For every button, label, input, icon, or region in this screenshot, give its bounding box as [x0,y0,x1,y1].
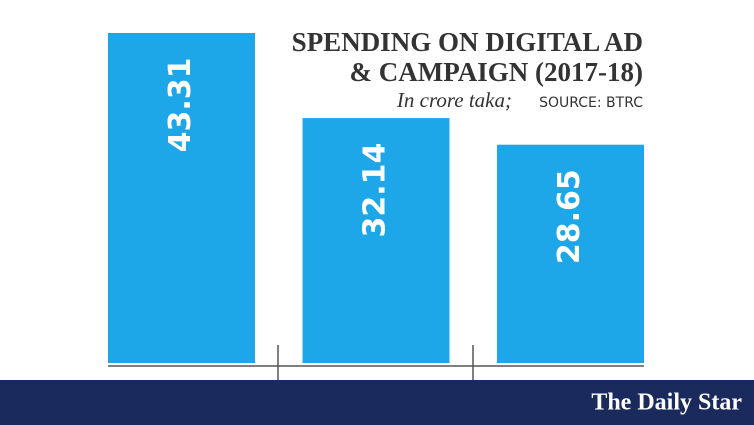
bar [497,144,644,363]
subtitle: In crore taka; [396,88,512,112]
bar [302,118,450,363]
logo: The Daily Star [591,390,742,416]
value-label: 32.14 [358,143,393,238]
source: SOURCE: BTRC [539,95,643,111]
banner [0,380,754,425]
value-label: 28.65 [552,169,587,264]
bar [108,32,255,364]
chart-title: SPENDING ON DIGITAL AD [292,27,643,57]
value-label: 43.31 [163,58,198,153]
chart-title: & CAMPAIGN (2017-18) [350,57,643,87]
